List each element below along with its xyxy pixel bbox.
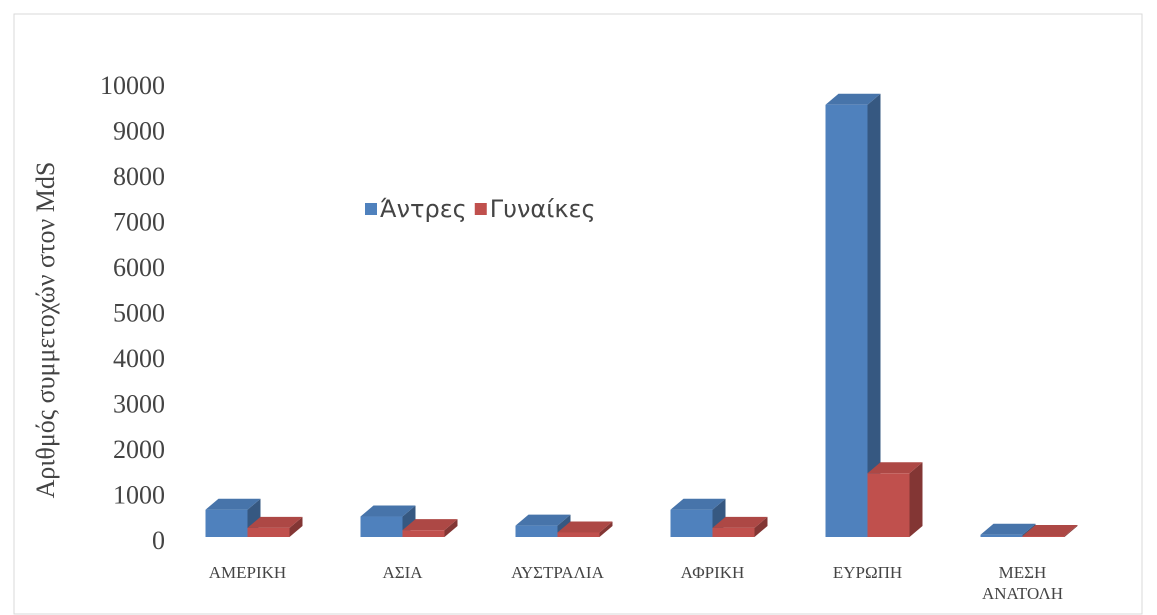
bar-side bbox=[599, 521, 613, 537]
bar bbox=[825, 104, 868, 537]
y-tick-label: 5000 bbox=[113, 298, 165, 327]
bar-top bbox=[670, 498, 726, 510]
bar bbox=[670, 509, 713, 537]
y-tick-label: 4000 bbox=[113, 344, 165, 373]
bar bbox=[557, 532, 600, 537]
bar-top bbox=[402, 519, 458, 531]
y-tick-label: 9000 bbox=[113, 116, 165, 145]
x-tick-label: ΜΕΣΗ ΑΝΑΤΟΛΗ bbox=[981, 563, 1064, 603]
y-tick-label: 6000 bbox=[113, 253, 165, 282]
bar bbox=[980, 534, 1023, 537]
bar-top bbox=[205, 498, 261, 510]
legend-swatch bbox=[474, 203, 487, 215]
y-tick-label: 8000 bbox=[113, 162, 165, 191]
bar-top bbox=[247, 516, 303, 528]
bar-side bbox=[444, 519, 458, 537]
bar bbox=[360, 516, 403, 537]
bar bbox=[515, 525, 558, 537]
y-axis-title: Αριθμός συμμετοχών στον MdS bbox=[31, 162, 60, 499]
y-tick-label: 1000 bbox=[113, 480, 165, 509]
bar-top bbox=[980, 523, 1036, 535]
bar-side bbox=[754, 516, 768, 537]
bar-top bbox=[825, 93, 881, 105]
legend-label: Γυναίκες bbox=[490, 195, 596, 223]
bar-side bbox=[867, 93, 881, 537]
x-tick-label: ΑΥΣΤΡΑΛΙΑ bbox=[511, 563, 604, 582]
legend-label: Άντρες bbox=[380, 195, 467, 223]
y-tick-label: 3000 bbox=[113, 389, 165, 418]
bar bbox=[402, 530, 445, 537]
y-tick-label: 2000 bbox=[113, 435, 165, 464]
bar-side bbox=[1064, 525, 1078, 537]
x-tick-label: ΕΥΡΩΠΗ bbox=[832, 563, 903, 582]
bar-top bbox=[1022, 525, 1078, 536]
legend-swatch bbox=[365, 203, 377, 215]
bar bbox=[205, 509, 248, 537]
bar-top bbox=[515, 514, 571, 526]
chart-border bbox=[13, 13, 1143, 615]
x-tick-label: ΑΣΙΑ bbox=[382, 563, 423, 582]
x-tick-label: ΑΜΕΡΙΚΗ bbox=[208, 563, 287, 582]
bar bbox=[247, 527, 290, 537]
y-tick-label: 10000 bbox=[100, 71, 165, 100]
bar-top bbox=[867, 462, 923, 474]
bar-top bbox=[557, 521, 613, 533]
bar-top bbox=[712, 516, 768, 528]
bar-side bbox=[289, 516, 303, 537]
bar-top bbox=[360, 505, 416, 517]
bar bbox=[712, 527, 755, 537]
bar bbox=[1022, 536, 1065, 537]
bar bbox=[867, 473, 910, 537]
y-tick-label: 0 bbox=[152, 526, 165, 555]
y-tick-label: 7000 bbox=[113, 207, 165, 236]
bar-side bbox=[909, 462, 923, 537]
x-tick-label: ΑΦΡΙΚΗ bbox=[680, 563, 745, 582]
